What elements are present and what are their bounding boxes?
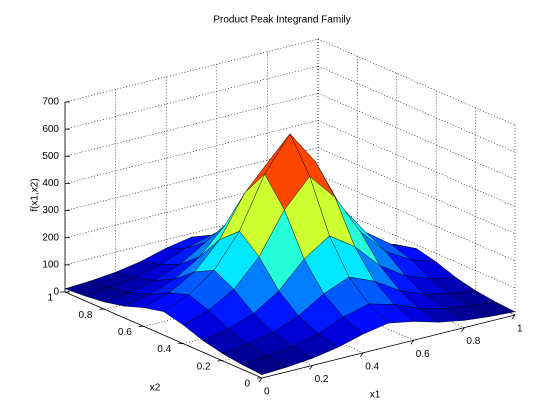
x-tick-label: 0.6 bbox=[416, 349, 430, 360]
x-axis-label: x1 bbox=[370, 390, 381, 401]
x-tick-label: 0.4 bbox=[365, 361, 379, 372]
chart-title: Product Peak Integrand Family bbox=[213, 15, 350, 26]
y-tick-label: 0.8 bbox=[78, 310, 92, 321]
z-tick-label: 700 bbox=[42, 97, 59, 108]
y-tick-label: 0.4 bbox=[157, 344, 171, 355]
x-tick-label: 0.8 bbox=[466, 336, 480, 347]
x-tick-label: 0.2 bbox=[315, 374, 329, 385]
x-tick-label: 1 bbox=[517, 324, 523, 335]
y-tick-label: 0.2 bbox=[197, 361, 211, 372]
z-tick-label: 500 bbox=[42, 151, 59, 162]
grid-line bbox=[317, 38, 516, 126]
tick-mark bbox=[410, 339, 415, 345]
tick-mark bbox=[258, 377, 263, 383]
tick-mark bbox=[461, 327, 465, 332]
y-tick-label: 1 bbox=[47, 293, 53, 304]
z-axis-label: f(x1,x2) bbox=[30, 178, 41, 211]
y-tick-label: 0 bbox=[244, 379, 250, 390]
grid-line bbox=[317, 65, 516, 153]
grid-line bbox=[64, 65, 319, 130]
tick-mark bbox=[359, 352, 364, 358]
axis-line bbox=[261, 314, 516, 379]
surface-patch bbox=[241, 356, 288, 375]
tick-mark bbox=[309, 365, 313, 370]
axis-line bbox=[64, 291, 263, 379]
z-tick-label: 0 bbox=[53, 287, 59, 298]
grid-line bbox=[317, 93, 516, 180]
z-tick-label: 200 bbox=[42, 232, 59, 243]
x-tick-label: 0 bbox=[264, 387, 270, 398]
z-tick-label: 100 bbox=[42, 259, 59, 270]
grid-line bbox=[64, 38, 319, 103]
y-axis-label: x2 bbox=[150, 383, 161, 394]
tick-mark bbox=[511, 314, 516, 320]
grid-line bbox=[317, 120, 516, 207]
z-tick-label: 400 bbox=[42, 178, 59, 189]
z-tick-label: 600 bbox=[42, 124, 59, 135]
z-tick-label: 300 bbox=[42, 205, 59, 216]
y-tick-label: 0.6 bbox=[118, 327, 132, 338]
